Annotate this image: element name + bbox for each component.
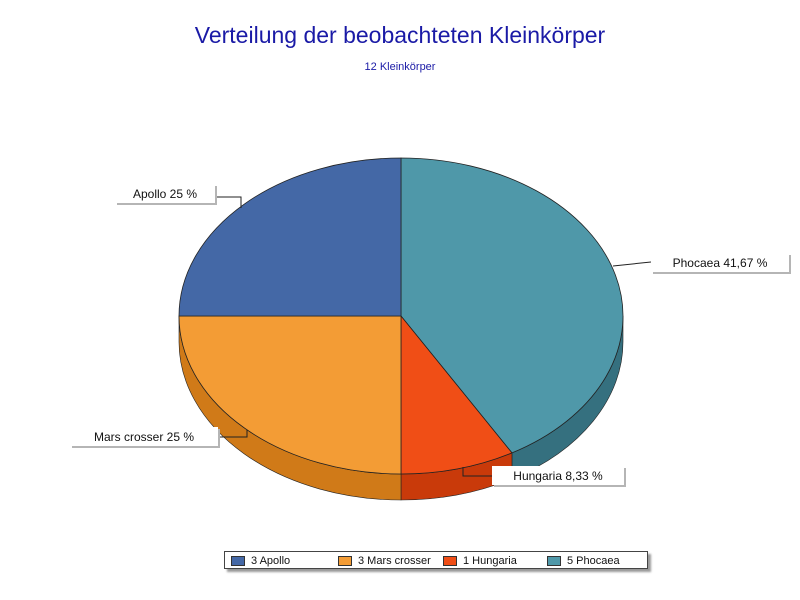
- legend: 3 Apollo 3 Mars crosser 1 Hungaria 5 Pho…: [224, 551, 648, 569]
- legend-swatch-apollo: [231, 556, 245, 566]
- callout-leader-hungaria: [462, 467, 492, 477]
- callout-leader-phocaea: [612, 261, 652, 267]
- legend-item-apollo: 3 Apollo: [231, 554, 290, 568]
- pie-slice-phocaea: [400, 157, 624, 454]
- legend-swatch-hungaria: [443, 556, 457, 566]
- legend-label-hungaria: 1 Hungaria: [463, 555, 517, 567]
- callout-hungaria: Hungaria 8,33 %: [462, 466, 626, 487]
- callout-label-phocaea: Phocaea 41,67 %: [673, 256, 768, 270]
- chart-title: Verteilung der beobachteten Kleinkörper: [194, 22, 606, 48]
- pie-slice-apollo: [178, 157, 402, 317]
- callout-apollo: Apollo 25 %: [115, 184, 242, 208]
- legend-swatch-mars-crosser: [338, 556, 352, 566]
- callout-label-apollo: Apollo 25 %: [133, 187, 197, 201]
- callout-box-hungaria: [492, 466, 624, 485]
- pie-slice-mars-crosser: [178, 315, 402, 475]
- callout-phocaea: Phocaea 41,67 %: [612, 253, 791, 274]
- pie-slice-hungaria: [400, 314, 513, 475]
- legend-label-phocaea: 5 Phocaea: [567, 555, 620, 567]
- chart-subtitle: 12 Kleinkörper: [364, 61, 436, 73]
- pie-top: [178, 157, 624, 475]
- pie-callouts: Phocaea 41,67 % Hungaria 8,33 % Mars cross…: [70, 184, 791, 487]
- legend-label-apollo: 3 Apollo: [251, 555, 291, 567]
- legend-item-mars-crosser: 3 Mars crosser: [338, 554, 431, 568]
- callout-leader-apollo: [215, 196, 242, 208]
- callout-box-mars-crosser: [70, 427, 218, 446]
- callout-label-mars-crosser: Mars crosser 25 %: [94, 430, 194, 444]
- pie-depth: [178, 315, 624, 501]
- legend-item-phocaea: 5 Phocaea: [547, 554, 620, 568]
- callout-leader-mars-crosser: [218, 430, 248, 438]
- callout-box-apollo: [115, 184, 215, 203]
- callout-mars-crosser: Mars crosser 25 %: [70, 427, 248, 448]
- callout-label-hungaria: Hungaria 8,33 %: [513, 469, 603, 483]
- legend-swatch-phocaea: [547, 556, 561, 566]
- legend-item-hungaria: 1 Hungaria: [443, 554, 517, 568]
- legend-label-mars-crosser: 3 Mars crosser: [358, 555, 431, 567]
- callout-box-phocaea: [651, 253, 789, 272]
